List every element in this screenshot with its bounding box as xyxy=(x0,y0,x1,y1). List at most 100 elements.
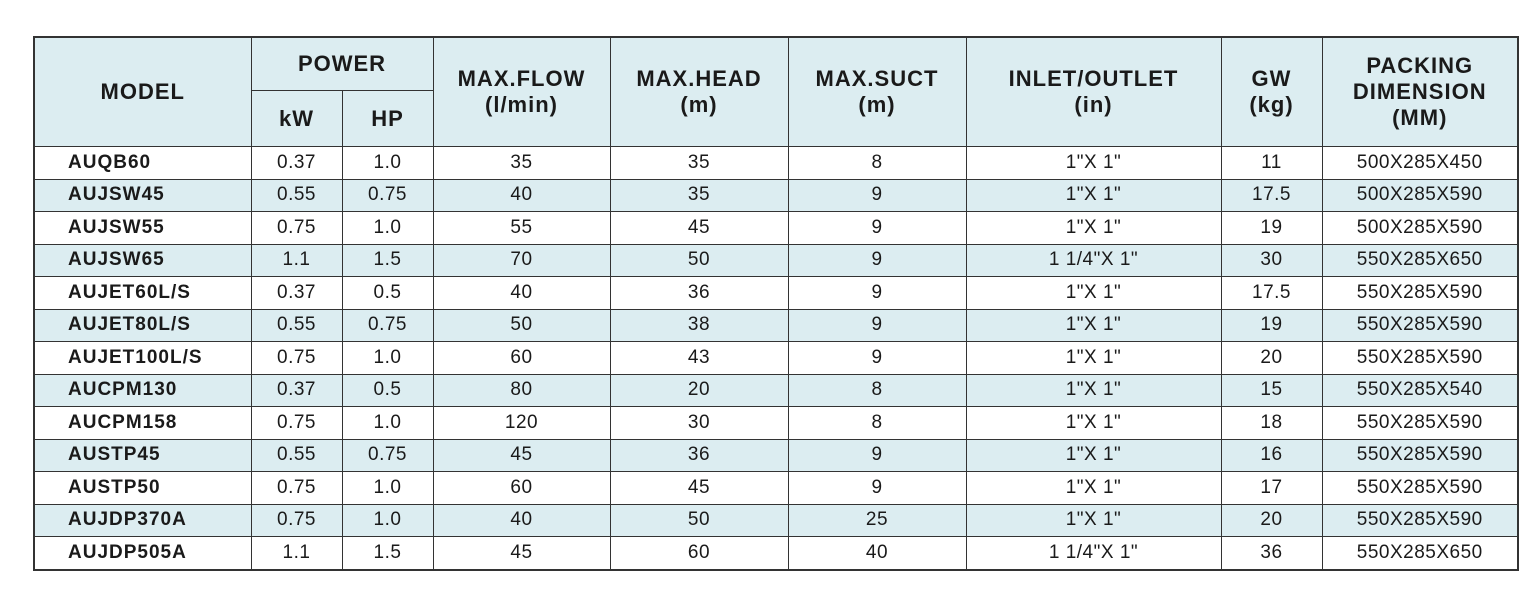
cell-max-head: 38 xyxy=(609,308,789,342)
cell-kw: 0.75 xyxy=(250,406,343,440)
cell-packing-dimension: 550X285X590 xyxy=(1321,471,1519,505)
cell-inlet-outlet: 1"X 1" xyxy=(965,406,1222,440)
cell-max-suct: 9 xyxy=(787,308,967,342)
cell-model: AUCPM158 xyxy=(33,406,252,440)
header-max-head: MAX.HEAD (m) xyxy=(609,36,789,147)
cell-max-flow: 50 xyxy=(432,308,611,342)
cell-inlet-outlet: 1"X 1" xyxy=(965,373,1222,407)
cell-hp: 0.5 xyxy=(341,276,434,310)
cell-kw: 0.75 xyxy=(250,471,343,505)
cell-gw: 17.5 xyxy=(1220,178,1323,212)
table-row: AUJET80L/S 0.55 0.75 50 38 9 1"X 1" 19 550X285X5… xyxy=(33,308,1519,342)
cell-max-head: 45 xyxy=(609,471,789,505)
header-max-suct: MAX.SUCT (m) xyxy=(787,36,967,147)
table-body: AUQB60 0.37 1.0 35 35 8 1"X 1" 11 500X285X450 AUJ… xyxy=(33,146,1519,570)
cell-gw: 19 xyxy=(1220,308,1323,342)
header-inlet-outlet-line2: (in) xyxy=(1074,92,1113,117)
cell-hp: 0.75 xyxy=(341,178,434,212)
table-row: AUSTP45 0.55 0.75 45 36 9 1"X 1" 16 550X285X590 xyxy=(33,438,1519,472)
cell-max-flow: 40 xyxy=(432,503,611,537)
cell-max-suct: 9 xyxy=(787,341,967,375)
cell-max-suct: 8 xyxy=(787,146,967,180)
cell-packing-dimension: 550X285X590 xyxy=(1321,438,1519,472)
table-row: AUJET60L/S 0.37 0.5 40 36 9 1"X 1" 17.5 550X285X… xyxy=(33,276,1519,310)
cell-max-suct: 9 xyxy=(787,471,967,505)
header-gw-line1: GW xyxy=(1251,66,1292,91)
header-gw-line2: (kg) xyxy=(1249,92,1294,117)
cell-model: AUSTP45 xyxy=(33,438,252,472)
cell-max-head: 43 xyxy=(609,341,789,375)
cell-kw: 0.75 xyxy=(250,341,343,375)
header-max-suct-line2: (m) xyxy=(858,92,896,117)
cell-kw: 0.37 xyxy=(250,146,343,180)
cell-max-flow: 120 xyxy=(432,406,611,440)
table-row: AUQB60 0.37 1.0 35 35 8 1"X 1" 11 500X285X450 xyxy=(33,146,1519,180)
cell-max-flow: 60 xyxy=(432,471,611,505)
cell-packing-dimension: 550X285X590 xyxy=(1321,308,1519,342)
cell-model: AUJDP505A xyxy=(33,536,252,570)
cell-kw: 1.1 xyxy=(250,243,343,277)
cell-max-suct: 9 xyxy=(787,276,967,310)
table-row: AUJDP370A 0.75 1.0 40 50 25 1"X 1" 20 550X285X59… xyxy=(33,503,1519,537)
cell-gw: 17 xyxy=(1220,471,1323,505)
cell-inlet-outlet: 1"X 1" xyxy=(965,308,1222,342)
table-row: AUJSW45 0.55 0.75 40 35 9 1"X 1" 17.5 500X285X59… xyxy=(33,178,1519,212)
cell-kw: 0.37 xyxy=(250,373,343,407)
cell-max-head: 35 xyxy=(609,178,789,212)
cell-hp: 1.5 xyxy=(341,243,434,277)
table-row: AUSTP50 0.75 1.0 60 45 9 1"X 1" 17 550X285X590 xyxy=(33,471,1519,505)
cell-max-suct: 25 xyxy=(787,503,967,537)
cell-kw: 0.55 xyxy=(250,308,343,342)
cell-max-head: 30 xyxy=(609,406,789,440)
table-row: AUJSW65 1.1 1.5 70 50 9 1 1/4"X 1" 30 550X285X65… xyxy=(33,243,1519,277)
header-inlet-outlet-line1: INLET/OUTLET xyxy=(1008,66,1179,91)
pump-spec-table: MODEL POWER MAX.FLOW (l/min) MAX.HEAD (m… xyxy=(33,36,1519,571)
cell-hp: 1.0 xyxy=(341,503,434,537)
header-max-flow-line1: MAX.FLOW xyxy=(457,66,586,91)
cell-packing-dimension: 550X285X590 xyxy=(1321,341,1519,375)
cell-model: AUJET60L/S xyxy=(33,276,252,310)
cell-max-suct: 8 xyxy=(787,373,967,407)
cell-gw: 36 xyxy=(1220,536,1323,570)
cell-max-flow: 45 xyxy=(432,438,611,472)
header-max-suct-line1: MAX.SUCT xyxy=(815,66,939,91)
cell-max-head: 50 xyxy=(609,243,789,277)
cell-hp: 0.5 xyxy=(341,373,434,407)
cell-packing-dimension: 550X285X590 xyxy=(1321,406,1519,440)
cell-hp: 1.0 xyxy=(341,471,434,505)
cell-max-suct: 40 xyxy=(787,536,967,570)
header-hp: HP xyxy=(341,90,434,147)
table-row: AUCPM130 0.37 0.5 80 20 8 1"X 1" 15 550X285X540 xyxy=(33,373,1519,407)
cell-max-flow: 35 xyxy=(432,146,611,180)
header-kw: kW xyxy=(250,90,343,147)
cell-kw: 0.37 xyxy=(250,276,343,310)
header-packing-line3: (MM) xyxy=(1392,105,1448,130)
table-row: AUJET100L/S 0.75 1.0 60 43 9 1"X 1" 20 550X285X5… xyxy=(33,341,1519,375)
cell-max-suct: 9 xyxy=(787,178,967,212)
cell-inlet-outlet: 1"X 1" xyxy=(965,276,1222,310)
header-model: MODEL xyxy=(33,36,252,147)
cell-gw: 19 xyxy=(1220,211,1323,245)
cell-packing-dimension: 500X285X590 xyxy=(1321,178,1519,212)
cell-hp: 0.75 xyxy=(341,308,434,342)
cell-gw: 16 xyxy=(1220,438,1323,472)
cell-inlet-outlet: 1"X 1" xyxy=(965,471,1222,505)
cell-inlet-outlet: 1"X 1" xyxy=(965,503,1222,537)
cell-hp: 1.0 xyxy=(341,341,434,375)
header-packing-line1: PACKING xyxy=(1366,53,1474,78)
cell-max-head: 36 xyxy=(609,438,789,472)
cell-model: AUJSW65 xyxy=(33,243,252,277)
cell-hp: 1.0 xyxy=(341,146,434,180)
table-header: MODEL POWER MAX.FLOW (l/min) MAX.HEAD (m… xyxy=(33,36,1519,147)
cell-max-flow: 45 xyxy=(432,536,611,570)
cell-kw: 0.75 xyxy=(250,211,343,245)
header-inlet-outlet: INLET/OUTLET (in) xyxy=(965,36,1222,147)
cell-max-suct: 9 xyxy=(787,438,967,472)
cell-gw: 11 xyxy=(1220,146,1323,180)
cell-max-flow: 70 xyxy=(432,243,611,277)
cell-inlet-outlet: 1"X 1" xyxy=(965,438,1222,472)
cell-max-suct: 8 xyxy=(787,406,967,440)
cell-inlet-outlet: 1 1/4"X 1" xyxy=(965,536,1222,570)
cell-model: AUQB60 xyxy=(33,146,252,180)
cell-packing-dimension: 550X285X650 xyxy=(1321,536,1519,570)
